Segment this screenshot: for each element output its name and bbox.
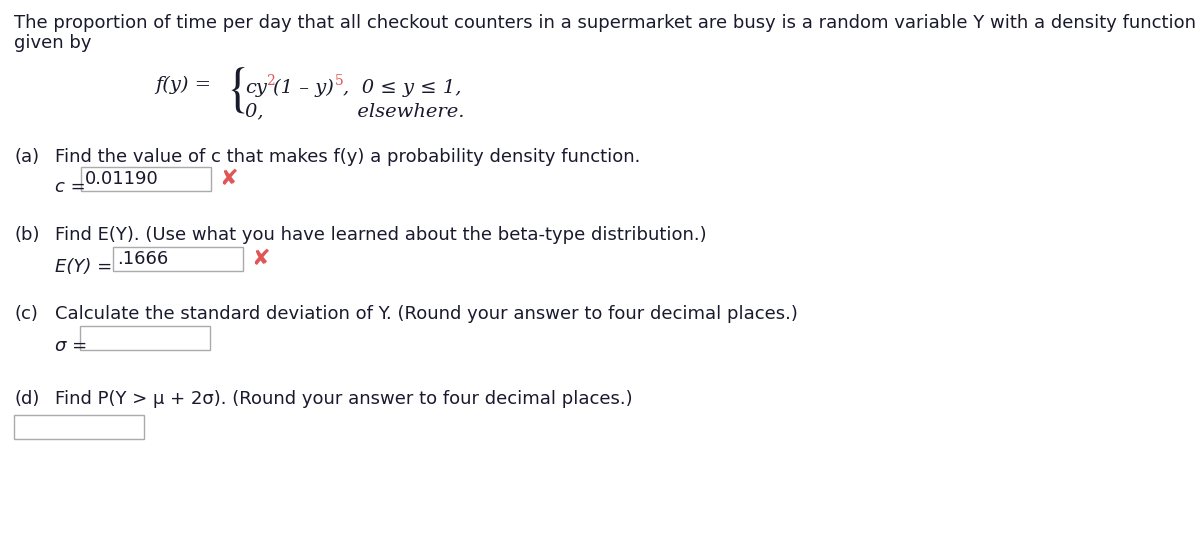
Text: Find the value of c that makes f(y) a probability density function.: Find the value of c that makes f(y) a pr… (55, 148, 641, 166)
FancyBboxPatch shape (113, 247, 242, 271)
Text: (c): (c) (14, 305, 38, 323)
Text: ✘: ✘ (251, 249, 270, 269)
Text: c =: c = (55, 178, 91, 196)
Text: (d): (d) (14, 390, 40, 408)
Text: Calculate the standard deviation of Y. (Round your answer to four decimal places: Calculate the standard deviation of Y. (… (55, 305, 798, 323)
Text: cy: cy (245, 79, 266, 97)
Text: (1 – y): (1 – y) (274, 79, 334, 97)
Text: (b): (b) (14, 226, 40, 244)
Text: Find E(Y). (Use what you have learned about the beta-type distribution.): Find E(Y). (Use what you have learned ab… (55, 226, 707, 244)
Text: E(Y) =: E(Y) = (55, 258, 118, 276)
FancyBboxPatch shape (80, 326, 210, 350)
Text: ✘: ✘ (220, 169, 238, 189)
Text: .1666: .1666 (118, 250, 168, 268)
FancyBboxPatch shape (82, 167, 211, 191)
Text: Find P(Y > μ + 2σ). (Round your answer to four decimal places.): Find P(Y > μ + 2σ). (Round your answer t… (55, 390, 632, 408)
Text: 0,               elsewhere.: 0, elsewhere. (245, 102, 464, 120)
Text: {: { (226, 67, 251, 116)
FancyBboxPatch shape (14, 415, 144, 439)
Text: The proportion of time per day that all checkout counters in a supermarket are b: The proportion of time per day that all … (14, 14, 1196, 32)
Text: f(y) =: f(y) = (155, 76, 211, 94)
Text: ,  0 ≤ y ≤ 1,: , 0 ≤ y ≤ 1, (343, 79, 462, 97)
Text: 5: 5 (335, 74, 343, 88)
Text: (a): (a) (14, 148, 40, 166)
Text: given by: given by (14, 34, 91, 52)
Text: σ =: σ = (55, 337, 94, 355)
Text: 0.01190: 0.01190 (85, 170, 158, 188)
Text: 2: 2 (266, 74, 275, 88)
